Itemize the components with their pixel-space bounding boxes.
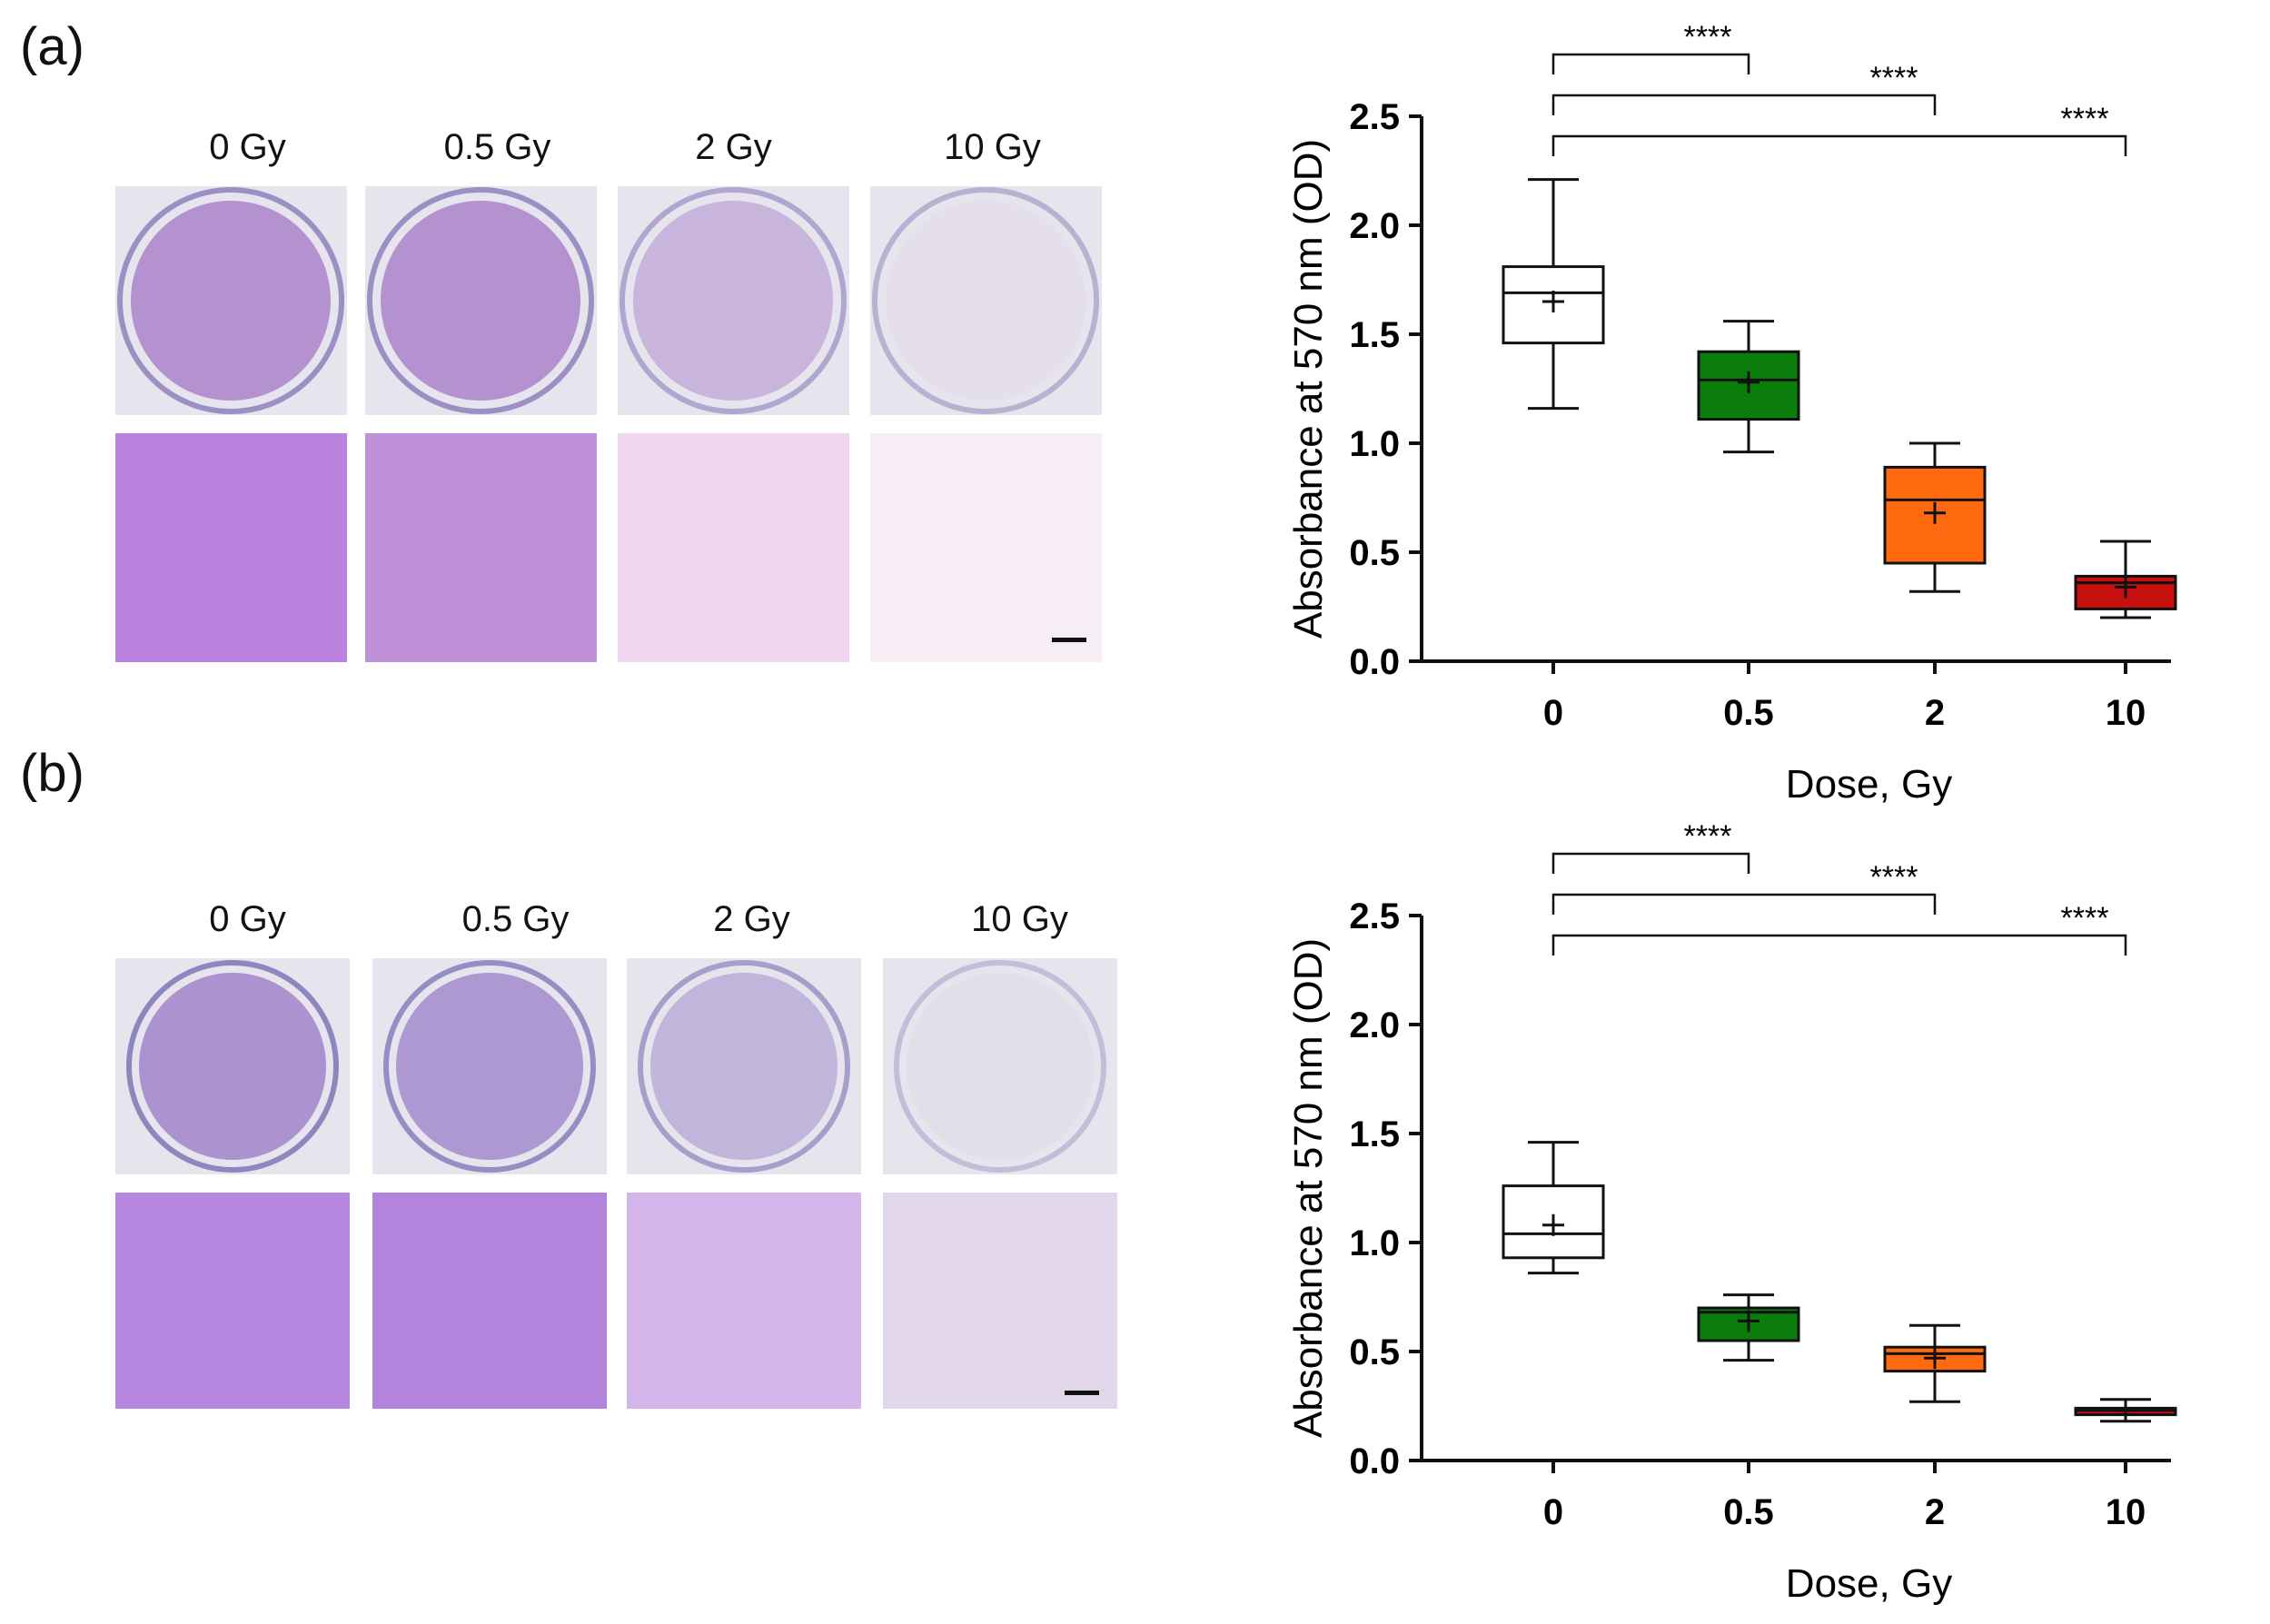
chart-a-y-tick-label: 2.0 — [1349, 206, 1400, 246]
box-plot-chart-b: 0.0 0.5 1.0 1.5 2.0 2.5 Absorbance at 570 nm (… — [1286, 819, 2177, 1606]
chart-a-significance-bracket — [1551, 134, 2127, 156]
dose-label-b-2: 2 Gy — [713, 899, 790, 939]
microscopy-photo-b-1 — [372, 1193, 607, 1409]
dose-label-a-3: 10 Gy — [944, 127, 1041, 167]
chart-a-significance-bracket — [1551, 94, 1937, 115]
chart-a-x-tick-label: 2 — [1925, 693, 1945, 733]
panel-label-b: (b) — [20, 744, 84, 803]
dish-image — [638, 960, 850, 1173]
dose-label-a-1: 0.5 Gy — [443, 127, 551, 167]
microscopy-photo-a-1 — [365, 433, 597, 662]
chart-a-x-tick-label: 0 — [1543, 693, 1563, 733]
dose-label-b-3: 10 Gy — [971, 899, 1068, 939]
chart-b-significance-bracket — [1551, 852, 1750, 874]
dish-photo-b-3 — [883, 958, 1117, 1174]
chart-a-y-tick-label: 0.0 — [1349, 642, 1400, 682]
dish-image — [620, 187, 847, 414]
dish-photo-a-0 — [115, 186, 347, 415]
microscopy-photo-a-0 — [115, 433, 347, 662]
chart-a-significance-label: **** — [1684, 20, 1732, 54]
microscopy-photo-b-3 — [883, 1193, 1117, 1409]
dose-label-a-2: 2 Gy — [695, 127, 772, 167]
microscopy-photo-a-3 — [870, 433, 1102, 662]
chart-b-y-tick-label: 0.5 — [1349, 1332, 1400, 1372]
dose-label-b-0: 0 Gy — [209, 899, 286, 939]
dish-image — [117, 187, 344, 414]
dish-photo-a-1 — [365, 186, 597, 415]
chart-a-x-axis-label: Dose, Gy — [1786, 762, 1952, 807]
chart-a-significance-label: **** — [2061, 102, 2109, 136]
microscopy-image — [372, 1193, 607, 1409]
chart-b-significance-bracket — [1551, 893, 1937, 915]
microscopy-photo-b-2 — [627, 1193, 861, 1409]
microscopy-image — [627, 1193, 861, 1409]
chart-b-significance-label: **** — [1870, 860, 1918, 895]
chart-b-y-tick-label: 2.0 — [1349, 1005, 1400, 1045]
scale-bar — [1052, 638, 1086, 642]
dish-photo-b-0 — [115, 958, 350, 1174]
chart-a-y-axis-label: Absorbance at 570 nm (OD) — [1286, 139, 1331, 639]
scale-bar — [1065, 1391, 1099, 1395]
chart-b-significance-bracket — [1551, 934, 2127, 956]
dish-image — [383, 960, 596, 1173]
dish-photo-b-1 — [372, 958, 607, 1174]
dish-photo-a-3 — [870, 186, 1102, 415]
chart-b-box-0 — [1502, 1184, 1605, 1260]
chart-a-x-tick-label: 0.5 — [1723, 693, 1774, 733]
microscopy-image — [870, 433, 1102, 662]
microscopy-photo-a-2 — [618, 433, 849, 662]
chart-a-significance-bracket — [1551, 53, 1750, 74]
chart-a-significance-label: **** — [1870, 61, 1918, 95]
chart-b-y-axis-label: Absorbance at 570 nm (OD) — [1286, 938, 1331, 1438]
dish-image — [367, 187, 594, 414]
chart-b-significance-label: **** — [2061, 901, 2109, 936]
panel-label-a: (a) — [20, 17, 84, 76]
chart-a-y-tick-label: 1.0 — [1349, 424, 1400, 464]
chart-b-x-tick-label: 0.5 — [1723, 1492, 1774, 1532]
microscopy-image — [618, 433, 849, 662]
microscopy-image — [115, 433, 347, 662]
microscopy-image — [883, 1193, 1117, 1409]
chart-a-y-tick-label: 2.5 — [1349, 97, 1400, 137]
chart-b-significance-label: **** — [1684, 819, 1732, 854]
chart-b-x-tick-label: 10 — [2106, 1492, 2146, 1532]
microscopy-image — [115, 1193, 350, 1409]
microscopy-photo-b-0 — [115, 1193, 350, 1409]
chart-b-y-tick-label: 2.5 — [1349, 896, 1400, 936]
chart-b-y-tick-label: 0.0 — [1349, 1441, 1400, 1481]
dish-photo-b-2 — [627, 958, 861, 1174]
dish-image — [894, 960, 1106, 1173]
dose-label-a-0: 0 Gy — [209, 127, 286, 167]
chart-a-x-tick-label: 10 — [2106, 693, 2146, 733]
box-plot-chart-a: 0.0 0.5 1.0 1.5 2.0 2.5 Absorbance at 570 nm (… — [1286, 20, 2177, 807]
chart-b-x-tick-label: 0 — [1543, 1492, 1563, 1532]
chart-b-x-axis-label: Dose, Gy — [1786, 1561, 1952, 1606]
chart-b-y-tick-label: 1.0 — [1349, 1223, 1400, 1263]
microscopy-image — [365, 433, 597, 662]
dose-label-b-1: 0.5 Gy — [461, 899, 570, 939]
chart-a-y-tick-label: 1.5 — [1349, 315, 1400, 355]
chart-a-y-tick-label: 0.5 — [1349, 533, 1400, 573]
dish-image — [872, 187, 1099, 414]
chart-a-box-0.5 — [1697, 350, 1800, 421]
dish-image — [126, 960, 339, 1173]
dish-photo-a-2 — [618, 186, 849, 415]
chart-b-y-tick-label: 1.5 — [1349, 1114, 1400, 1154]
chart-b-x-tick-label: 2 — [1925, 1492, 1945, 1532]
